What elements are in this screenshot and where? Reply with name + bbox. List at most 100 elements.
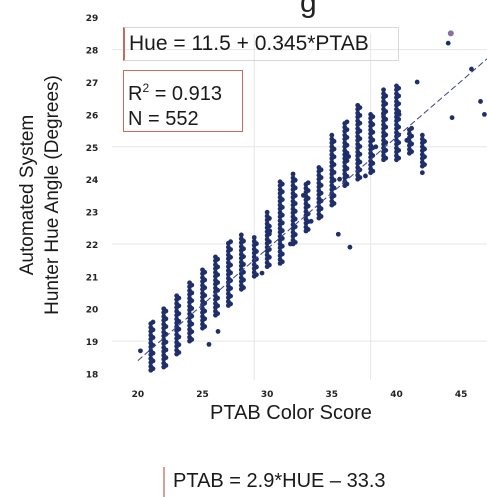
data-point-col19-22	[396, 140, 402, 145]
data-point-extra-9	[337, 176, 342, 182]
data-point-col14-21	[331, 185, 337, 191]
data-point-col18-22	[383, 132, 389, 138]
data-point-col3-16	[189, 337, 195, 342]
data-point-extra-13	[396, 112, 402, 117]
data-point-col16-28	[357, 112, 363, 118]
data-point-col8-15	[254, 241, 259, 247]
y-tick-label-9: 27	[86, 79, 99, 89]
data-point-col5-16	[215, 311, 221, 317]
data-point-col9-15	[266, 262, 272, 268]
data-point-col21-11	[422, 146, 427, 152]
data-point-col2-22	[176, 303, 182, 309]
data-point-col1-17	[163, 355, 169, 361]
data-point-col18-26	[383, 101, 389, 107]
y-tick-label-6: 24	[86, 176, 99, 186]
data-point-col12-18	[305, 188, 311, 193]
data-point-col10-24	[279, 243, 285, 249]
data-point-extra-4	[267, 228, 273, 234]
data-point-col19-21	[396, 147, 402, 153]
data-point-col2-23	[176, 295, 182, 301]
data-point-col4-17	[202, 316, 208, 322]
data-point-col19-25	[396, 116, 402, 122]
data-point-col14-27	[331, 138, 337, 144]
data-point-col1-21	[163, 324, 169, 329]
data-point-col14-18	[329, 132, 335, 138]
data-point-col1-18	[163, 347, 169, 353]
r-squared-symbol: R	[128, 83, 143, 105]
data-point-col5-17	[215, 303, 221, 309]
data-point-extra-17	[445, 40, 451, 46]
data-point-col15-18	[344, 173, 350, 179]
stats-box: R2 = 0.913 N = 552	[123, 70, 243, 132]
data-point-col14-19	[331, 201, 337, 206]
data-point-col11-20	[292, 232, 298, 237]
data-point-col2-18	[176, 334, 182, 340]
data-point-extra-12	[381, 112, 386, 117]
data-point-col16-20	[357, 175, 363, 180]
data-point-col14-24	[331, 162, 337, 168]
data-point-col7-18	[241, 261, 246, 267]
data-point-col11-22	[292, 216, 298, 222]
data-point-col19-24	[396, 124, 402, 130]
data-point-col10-23	[279, 251, 285, 257]
data-point-col5-22	[215, 264, 221, 270]
data-point-col20-9	[409, 133, 415, 139]
data-point-col13-19	[318, 175, 324, 180]
data-point-col14-26	[331, 146, 337, 152]
data-point-extra-14	[414, 79, 420, 85]
data-point-extra-10	[346, 154, 352, 159]
data-point-highlight	[447, 30, 454, 37]
data-point-col7-16	[241, 277, 246, 283]
data-point-col11-26	[292, 185, 298, 191]
data-point-col14-23	[331, 169, 337, 175]
data-point-col19-29	[396, 85, 402, 91]
data-point-col2-16	[176, 350, 182, 355]
data-point-col0-19	[150, 319, 156, 325]
data-point-col3-17	[189, 329, 195, 335]
data-point-col15-23	[344, 135, 350, 140]
data-point-col8-13	[254, 256, 259, 262]
data-point-col15-20	[344, 158, 350, 164]
data-point-col10-31	[279, 189, 285, 195]
data-point-col11-18	[290, 171, 296, 177]
data-point-extra-5	[288, 241, 293, 247]
fit-equation-box: Hue = 11.5 + 0.345*PTAB	[123, 27, 399, 61]
data-point-col12-17	[305, 195, 311, 201]
r-squared-value: = 0.913	[149, 83, 222, 105]
data-point-col11-24	[292, 201, 298, 206]
y-tick-label-11: 29	[86, 14, 99, 24]
y-tick-label-1: 19	[86, 338, 99, 348]
data-point-col16-22	[357, 159, 363, 165]
data-point-col4-22	[202, 277, 208, 283]
data-point-col16-23	[357, 151, 363, 157]
data-point-col17-23	[370, 114, 376, 120]
data-point-col4-20	[202, 293, 208, 298]
data-point-col16-27	[357, 120, 363, 126]
data-point-col3-19	[189, 313, 195, 319]
data-point-extra-1	[206, 341, 212, 347]
data-point-col17-16	[370, 168, 376, 174]
data-point-extra-15	[404, 137, 410, 143]
x-tick-label-5: 45	[455, 390, 468, 400]
data-point-col20-7	[409, 149, 415, 155]
data-point-col11-19	[292, 239, 298, 245]
data-point-col9-14	[264, 209, 270, 215]
data-point-col21-10	[422, 154, 427, 160]
data-point-col3-22	[189, 290, 195, 296]
data-point-col9-21	[266, 215, 272, 221]
data-point-col18-18	[381, 87, 386, 93]
data-point-extra-2	[215, 329, 221, 334]
data-point-extra-19	[478, 99, 483, 104]
data-point-col0-14	[150, 358, 156, 364]
data-point-col8-12	[254, 264, 259, 270]
data-point-col21-9	[422, 162, 427, 168]
data-point-col0-17	[150, 335, 156, 340]
data-point-col11-25	[292, 193, 298, 199]
data-point-col17-22	[370, 122, 376, 127]
r-squared-label: R2 = 0.913	[128, 76, 242, 107]
data-point-col13-20	[318, 167, 324, 173]
data-point-col9-18	[266, 239, 272, 245]
data-point-col13-15	[318, 206, 324, 212]
data-point-col4-16	[202, 324, 208, 329]
data-point-col8-14	[254, 249, 259, 254]
